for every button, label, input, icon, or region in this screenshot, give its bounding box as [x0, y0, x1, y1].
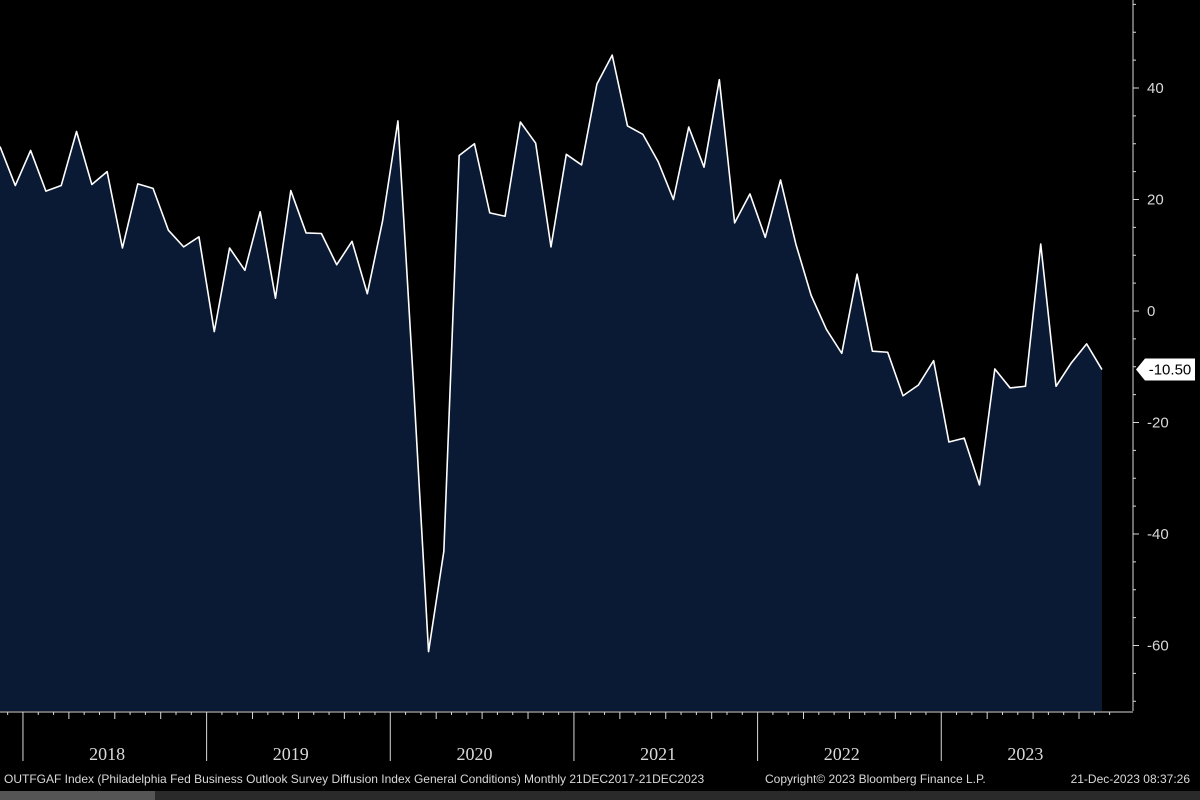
series-line	[0, 54, 1103, 653]
last-value-badge	[1136, 358, 1195, 381]
x-year-label: 2018	[89, 744, 125, 764]
x-year-label: 2019	[273, 744, 309, 764]
x-year-label: 2022	[824, 744, 860, 764]
scrollbar-thumb[interactable]	[0, 791, 155, 800]
footer-timestamp: 21-Dec-2023 08:37:26	[1070, 772, 1190, 786]
last-value-marker: -10.50	[1136, 358, 1195, 381]
x-year-label: 2020	[457, 744, 493, 764]
x-year-label: 2023	[1007, 744, 1043, 764]
y-tick-label: 40	[1147, 80, 1164, 97]
footer-copyright: Copyright© 2023 Bloomberg Finance L.P.	[765, 772, 986, 786]
horizontal-scrollbar[interactable]	[0, 791, 1200, 800]
x-year-label: 2021	[640, 744, 676, 764]
y-tick-label: -60	[1147, 638, 1169, 655]
footer-description: OUTFGAF Index (Philadelphia Fed Business…	[4, 772, 705, 786]
y-tick-label: 20	[1147, 192, 1164, 209]
y-tick-label: 0	[1147, 303, 1155, 320]
y-tick-label: -20	[1147, 415, 1169, 432]
series-area	[0, 55, 1102, 712]
chart-footer: OUTFGAF Index (Philadelphia Fed Business…	[0, 770, 1200, 788]
last-value-label: -10.50	[1149, 362, 1192, 379]
y-tick-label: -40	[1147, 526, 1169, 543]
labels-layer: 40 20 0 -20 -40 -60 2018 2019 2020 2021 2022 2023 -1…	[89, 80, 1195, 764]
area-layer	[0, 54, 1103, 712]
axes-layer	[0, 0, 1139, 761]
